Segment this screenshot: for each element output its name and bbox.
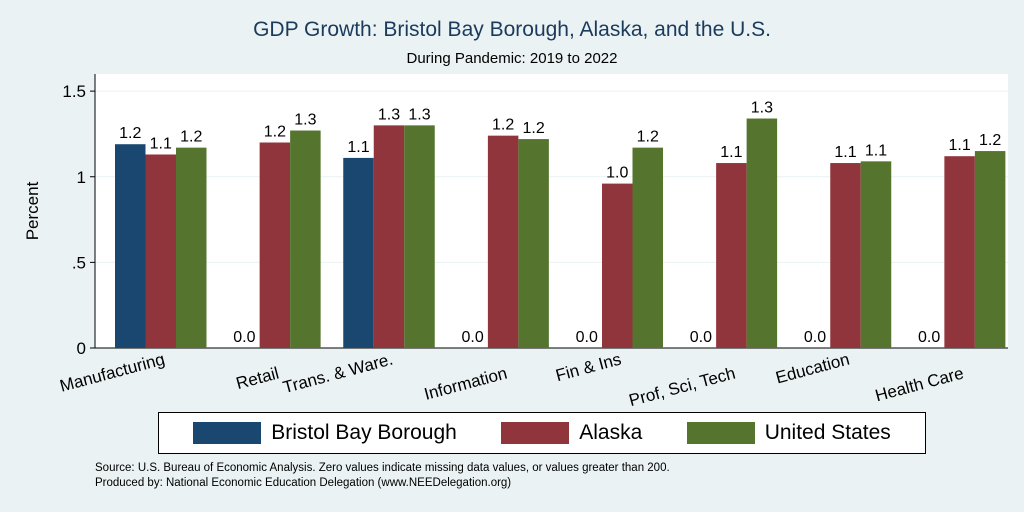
bar-us-3: [518, 139, 549, 348]
bar-us-1: [290, 130, 321, 348]
y-tick-label: .5: [72, 253, 86, 272]
data-label: 1.1: [949, 137, 971, 154]
bar-us-7: [974, 151, 1006, 348]
x-tick-label: Trans. & Ware.: [281, 350, 395, 398]
data-label: 0.0: [690, 329, 712, 346]
produced-by-note: Produced by: National Economic Education…: [95, 477, 512, 489]
data-label: 1.1: [347, 139, 369, 156]
bar-us-5: [746, 118, 778, 349]
data-label: 1.1: [720, 144, 742, 161]
data-label: 1.3: [408, 106, 430, 123]
data-label: 0.0: [918, 329, 940, 346]
source-note: Source: U.S. Bureau of Economic Analysis…: [95, 462, 670, 474]
data-label: 1.0: [606, 165, 628, 182]
data-label: 1.1: [834, 144, 856, 161]
chart: 0.511.5 1.21.1 1.20.01.21.31.11.3 1.30.01.…: [23, 74, 1008, 410]
data-label: 1.2: [492, 117, 514, 134]
legend-label-bristol: Bristol Bay Borough: [271, 421, 457, 444]
chart-subtitle: During Pandemic: 2019 to 2022: [406, 50, 618, 67]
bar-us-4: [632, 147, 663, 348]
data-label: 1.2: [264, 124, 286, 141]
bar-us-6: [860, 161, 892, 348]
bar-bristol-0: [115, 144, 146, 348]
y-tick-label: 1.5: [62, 82, 86, 101]
data-label: 0.0: [233, 329, 255, 346]
data-label: 1.1: [150, 135, 172, 152]
bar-alaska-6: [830, 163, 861, 348]
data-label: 1.2: [180, 129, 202, 146]
legend-item-us: United States: [686, 421, 891, 445]
data-label: 1.2: [523, 120, 545, 137]
legend-swatch-alaska: [501, 422, 570, 444]
x-tick-label: Manufacturing: [58, 350, 167, 396]
bar-alaska-5: [716, 163, 747, 348]
y-axis-label: Percent: [23, 181, 42, 240]
legend-swatch-bristol: [193, 422, 262, 444]
x-tick-label: Education: [774, 350, 852, 388]
y-axis: 0 .5 1 1.5: [62, 74, 1008, 358]
data-label: 1.3: [751, 100, 773, 117]
legend: Bristol Bay Borough Alaska United States: [158, 412, 926, 454]
legend-label-us: United States: [764, 421, 891, 444]
x-tick-label: Health Care: [873, 364, 966, 406]
data-label: 1.3: [294, 112, 316, 129]
data-labels: 1.2 1.1 1.2 0.0 1.2 1.3 1.1 1.3 1.3 0.0 1.2 1.2 0.0 1…: [119, 100, 1001, 346]
data-label: 1.2: [637, 129, 659, 146]
bar-bristol-2: [343, 157, 374, 348]
bar-alaska-3: [487, 135, 519, 348]
bar-us-0: [176, 147, 207, 348]
bar-alaska-2: [373, 125, 405, 348]
x-axis-tick-labels: Manufacturing Retail Trans. & Ware. Informa…: [58, 350, 966, 410]
legend-label-alaska: Alaska: [579, 421, 643, 444]
bar-alaska-1: [259, 142, 291, 348]
bar-alaska-4: [602, 183, 633, 348]
data-label: 0.0: [462, 329, 484, 346]
data-label: 0.0: [576, 329, 598, 346]
data-label: 0.0: [804, 329, 826, 346]
x-tick-label: Information: [422, 364, 509, 404]
x-tick-label: Prof, Sci, Tech: [627, 364, 737, 410]
y-tick-label: 0: [77, 339, 86, 358]
data-label: 1.1: [865, 142, 887, 159]
x-tick-label: Retail: [234, 364, 281, 394]
bars: [115, 118, 1006, 349]
chart-title: GDP Growth: Bristol Bay Borough, Alaska,…: [253, 18, 771, 41]
data-label: 1.2: [119, 125, 141, 142]
data-label: 1.3: [378, 106, 400, 123]
bar-alaska-0: [145, 154, 176, 348]
y-tick-label: 1: [77, 168, 86, 187]
legend-item-alaska: Alaska: [501, 421, 642, 445]
bar-alaska-7: [944, 156, 975, 348]
legend-item-bristol: Bristol Bay Borough: [193, 421, 457, 445]
bar-us-2: [404, 125, 435, 348]
data-label: 1.2: [979, 132, 1001, 149]
legend-swatch-us: [686, 422, 755, 444]
x-tick-label: Fin & Ins: [554, 350, 624, 386]
